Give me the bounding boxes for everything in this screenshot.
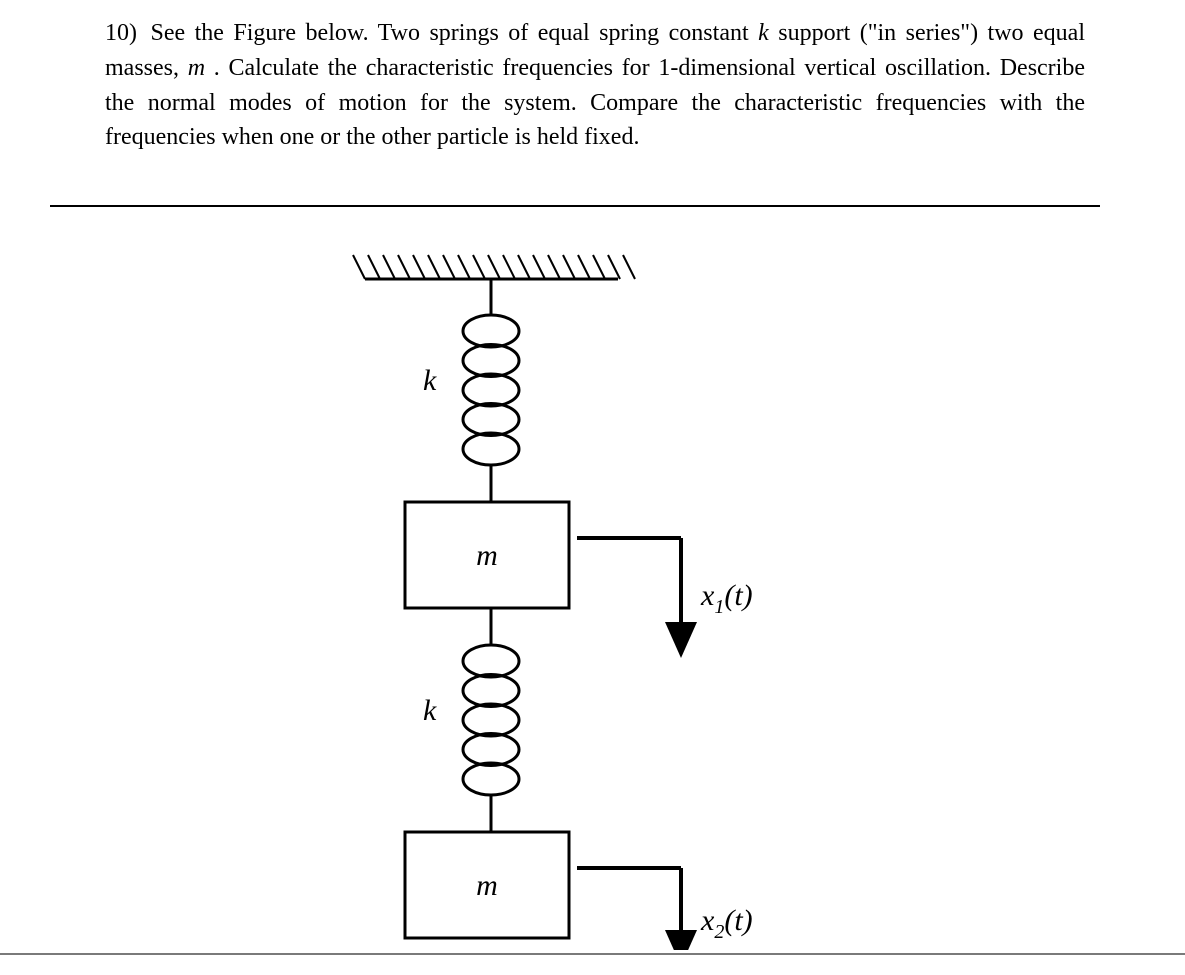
var-m: m: [188, 55, 205, 81]
problem-text-1: See the Figure below. Two springs of equ…: [150, 20, 758, 46]
svg-text:m: m: [476, 539, 498, 572]
svg-text:x2(t): x2(t): [700, 904, 753, 943]
svg-text:m: m: [476, 869, 498, 902]
problem-statement: 10) See the Figure below. Two springs of…: [105, 16, 1085, 155]
page: 10) See the Figure below. Two springs of…: [0, 0, 1185, 975]
spring-mass-diagram: k m k m x1(t) x2(t): [105, 230, 1085, 950]
problem-text-3: . Calculate the characteristic frequenci…: [105, 55, 1085, 151]
footer-rule: [0, 953, 1185, 955]
diagram-svg: k m k m x1(t) x2(t): [105, 230, 1085, 950]
var-k: k: [758, 20, 769, 46]
svg-text:k: k: [423, 364, 437, 397]
svg-text:x1(t): x1(t): [700, 579, 753, 618]
svg-text:k: k: [423, 694, 437, 727]
horizontal-rule: [50, 205, 1100, 207]
problem-number: 10): [105, 20, 137, 46]
